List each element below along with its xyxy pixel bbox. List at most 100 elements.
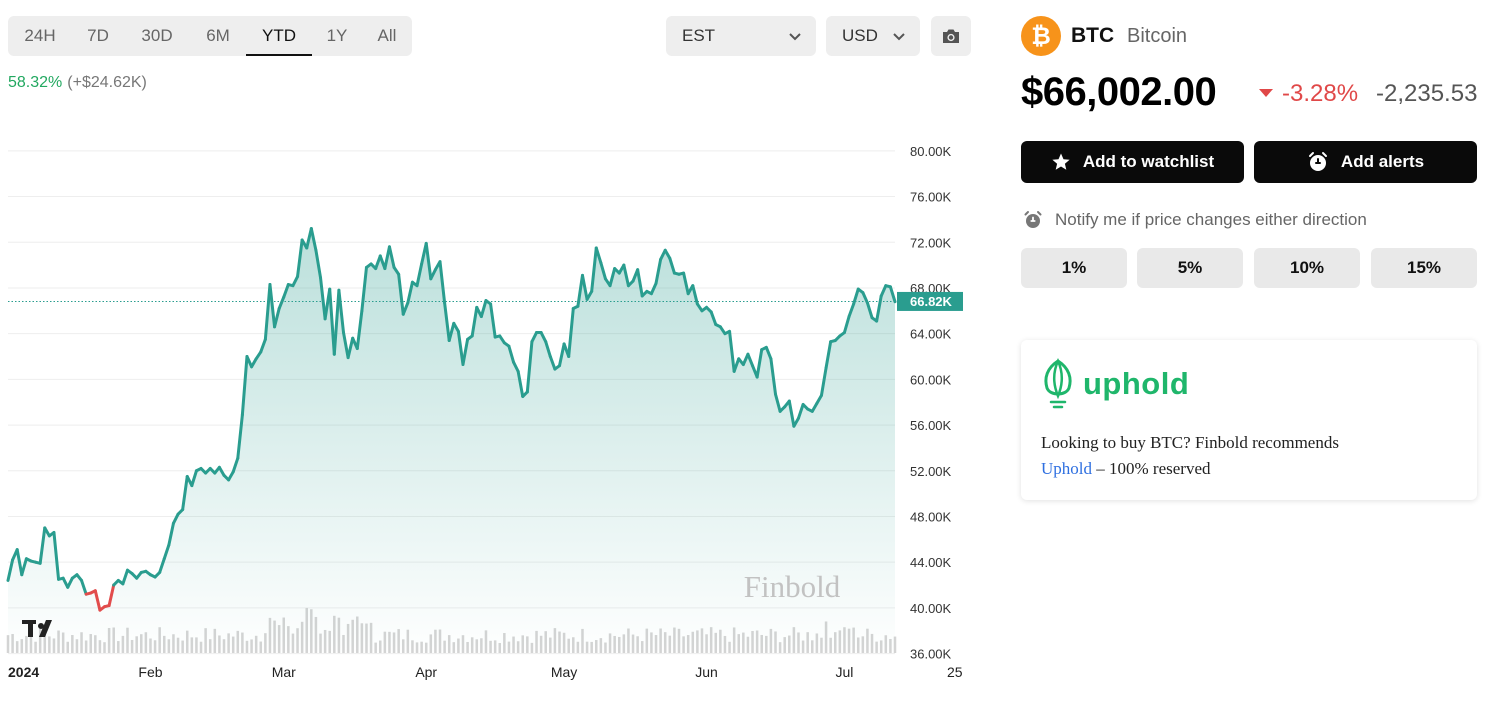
price-segment bbox=[755, 348, 764, 379]
price-segment bbox=[245, 355, 254, 369]
alert-15-percent-button[interactable]: 15% bbox=[1371, 248, 1477, 288]
price-segment bbox=[815, 393, 823, 405]
price-segment bbox=[636, 268, 644, 298]
price-segment bbox=[387, 245, 396, 269]
price-segment bbox=[314, 248, 323, 280]
price-segment bbox=[599, 261, 607, 281]
alerts-label: Add alerts bbox=[1340, 152, 1425, 171]
price-segment bbox=[337, 288, 345, 335]
price-segment bbox=[401, 301, 410, 316]
price-line bbox=[6, 227, 897, 612]
price-segment bbox=[291, 275, 300, 288]
timezone-select[interactable]: EST bbox=[666, 16, 816, 56]
tab-ytd[interactable]: YTD bbox=[246, 16, 312, 56]
alert-1-percent-button[interactable]: 1% bbox=[1021, 248, 1127, 288]
price-segment bbox=[769, 357, 778, 396]
price-segment bbox=[819, 366, 828, 397]
asset-name: Bitcoin bbox=[1127, 25, 1188, 47]
y-tick-label: 72.00K bbox=[910, 235, 952, 250]
finbold-watermark: Finbold bbox=[744, 569, 841, 604]
price-segment bbox=[649, 281, 658, 296]
price-chart[interactable]: 80.00K76.00K72.00K68.00K64.00K60.00K56.0… bbox=[0, 120, 990, 690]
price-segment bbox=[663, 248, 672, 260]
price-segment bbox=[231, 456, 240, 474]
performance-summary: 58.32% (+$24.62K) bbox=[8, 74, 147, 92]
price-segment bbox=[190, 469, 198, 488]
price-segment bbox=[622, 263, 630, 288]
tab-30d[interactable]: 30D bbox=[141, 26, 173, 45]
uphold-leaf-icon bbox=[1044, 358, 1072, 409]
price-segment bbox=[15, 548, 24, 577]
y-tick-label: 48.00K bbox=[910, 509, 952, 524]
y-tick-label: 60.00K bbox=[910, 372, 952, 387]
x-tick-label: Mar bbox=[272, 664, 296, 680]
y-tick-label: 52.00K bbox=[910, 464, 952, 479]
x-tick-label: 25 bbox=[947, 664, 963, 680]
price-segment bbox=[728, 329, 736, 373]
price-segment bbox=[461, 337, 470, 367]
y-axis: 80.00K76.00K72.00K68.00K64.00K60.00K56.0… bbox=[910, 144, 952, 662]
price-segment bbox=[847, 302, 856, 319]
asset-price: $66,002.00 bbox=[1021, 70, 1217, 114]
y-tick-label: 56.00K bbox=[910, 418, 952, 433]
down-arrow-icon bbox=[1259, 89, 1273, 97]
sponsor-card[interactable]: uphold Looking to buy BTC? Finbold recom… bbox=[1021, 340, 1477, 500]
price-segment bbox=[470, 305, 479, 338]
price-segment bbox=[263, 283, 272, 341]
price-segment bbox=[282, 283, 290, 299]
price-segment bbox=[709, 310, 718, 327]
star-icon bbox=[1052, 153, 1070, 170]
price-segment bbox=[227, 470, 235, 482]
tab-24h[interactable]: 24H bbox=[24, 26, 56, 45]
price-segment bbox=[332, 288, 341, 356]
price-segment bbox=[608, 267, 617, 288]
price-segment bbox=[824, 340, 833, 370]
screenshot-button[interactable] bbox=[931, 16, 971, 56]
tab-all[interactable]: All bbox=[377, 26, 397, 45]
price-segment bbox=[544, 340, 552, 359]
performance-percent: 58.32% bbox=[8, 74, 63, 91]
tab-7d[interactable]: 7D bbox=[87, 26, 109, 45]
price-segment bbox=[590, 246, 598, 293]
asset-symbol: BTC bbox=[1071, 24, 1115, 47]
price-segment bbox=[438, 260, 447, 305]
price-segment bbox=[406, 280, 414, 305]
price-segment bbox=[792, 416, 800, 428]
alert-10-percent-button[interactable]: 10% bbox=[1254, 248, 1360, 288]
price-segment bbox=[397, 272, 405, 316]
sponsor-text-tail: – 100% reserved bbox=[1092, 459, 1211, 478]
alert-5-percent-button[interactable]: 5% bbox=[1137, 248, 1243, 288]
price-segment bbox=[20, 557, 28, 577]
price-segment bbox=[296, 238, 304, 279]
price-segment bbox=[774, 392, 782, 413]
svg-text:₿: ₿ bbox=[1031, 23, 1051, 49]
price-segment bbox=[842, 315, 851, 335]
y-tick-label: 36.00K bbox=[910, 647, 952, 662]
price-segment bbox=[732, 357, 741, 373]
sponsor-text-lead: Looking to buy BTC? Finbold recommends bbox=[1041, 433, 1339, 452]
currency-select[interactable]: USD bbox=[826, 16, 920, 56]
price-segment bbox=[594, 246, 603, 265]
y-tick-label: 40.00K bbox=[910, 601, 952, 616]
notify-text: Notify me if price changes either direct… bbox=[1055, 210, 1367, 229]
tab-1y[interactable]: 1Y bbox=[326, 26, 348, 45]
last-price-label: 66.82K bbox=[910, 294, 953, 309]
tab-6m[interactable]: 6M bbox=[206, 26, 230, 45]
price-segment bbox=[217, 465, 226, 477]
y-tick-label: 44.00K bbox=[910, 555, 952, 570]
price-segment bbox=[668, 256, 676, 275]
price-segment bbox=[66, 576, 74, 589]
price-segment bbox=[346, 336, 355, 360]
sponsor-text: Looking to buy BTC? Finbold recommends U… bbox=[1041, 430, 1339, 482]
price-segment bbox=[240, 355, 249, 417]
uphold-link[interactable]: Uphold bbox=[1041, 459, 1092, 478]
price-segment bbox=[787, 399, 796, 428]
price-segment bbox=[888, 285, 897, 304]
price-segment bbox=[181, 474, 189, 512]
add-to-watchlist-button[interactable]: Add to watchlist bbox=[1021, 141, 1244, 183]
uphold-logo[interactable]: uphold bbox=[1041, 358, 1189, 410]
alarm-clock-icon bbox=[1308, 152, 1327, 171]
price-segment bbox=[456, 329, 465, 367]
add-alerts-button[interactable]: Add alerts bbox=[1254, 141, 1477, 183]
price-segment bbox=[443, 301, 451, 343]
